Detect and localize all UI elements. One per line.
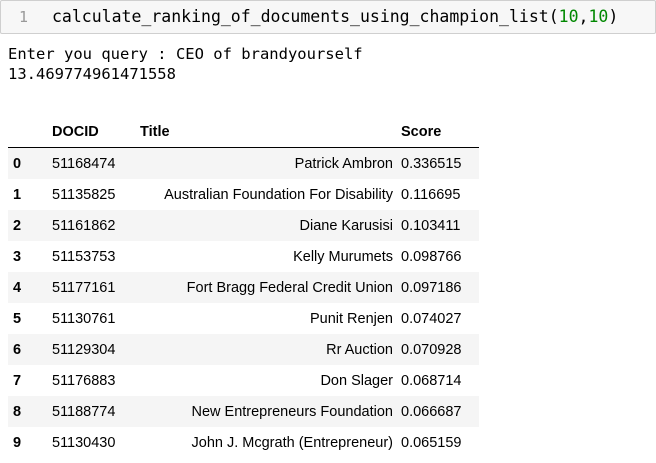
docid-header: DOCID xyxy=(52,117,140,148)
argument-1: 10 xyxy=(558,7,579,26)
table-row: 6 51129304 Rr Auction 0.070928 xyxy=(8,334,479,365)
row-docid: 51130430 xyxy=(52,434,116,451)
comma: , xyxy=(578,7,589,26)
row-docid: 51177161 xyxy=(52,279,116,296)
row-docid: 51135825 xyxy=(52,186,116,203)
table-row: 2 51161862 Diane Karusisi 0.103411 xyxy=(8,210,479,241)
row-title: Australian Foundation For Disability xyxy=(164,186,393,203)
row-score: 0.065159 xyxy=(401,434,462,451)
row-title: Diane Karusisi xyxy=(299,217,394,234)
row-docid: 51129304 xyxy=(52,341,116,358)
elapsed-value: 13.469774961471558 xyxy=(8,65,176,83)
table-row: 3 51153753 Kelly Murumets 0.098766 xyxy=(8,241,479,272)
line-number: 1 xyxy=(19,8,29,26)
row-index: 1 xyxy=(13,186,22,203)
query-prompt-line: Enter you query : CEO of brandyourself xyxy=(8,45,363,63)
table-row: 4 51177161 Fort Bragg Federal Credit Uni… xyxy=(8,272,479,303)
row-index: 6 xyxy=(13,341,22,358)
row-score: 0.103411 xyxy=(401,217,461,234)
row-title: Punit Renjen xyxy=(309,310,393,327)
close-paren: ) xyxy=(608,7,619,26)
row-title: New Entrepreneurs Foundation xyxy=(191,403,393,420)
row-docid: 51188774 xyxy=(52,403,116,420)
function-name: calculate_ranking_of_documents_using_cha… xyxy=(52,7,549,26)
table-row: 0 51168474 Patrick Ambron 0.336515 xyxy=(8,147,479,179)
table-row: 5 51130761 Punit Renjen 0.074027 xyxy=(8,303,479,334)
row-index: 7 xyxy=(13,372,22,389)
row-index: 4 xyxy=(13,279,22,296)
table-row: 1 51135825 Australian Foundation For Dis… xyxy=(8,179,479,210)
row-docid: 51168474 xyxy=(52,155,116,172)
row-index: 8 xyxy=(13,403,22,420)
row-title: Rr Auction xyxy=(326,341,393,358)
table-row: 8 51188774 New Entrepreneurs Foundation … xyxy=(8,396,479,427)
row-score: 0.116695 xyxy=(401,186,461,203)
argument-2: 10 xyxy=(588,7,609,26)
row-docid: 51161862 xyxy=(52,217,116,234)
row-title: Patrick Ambron xyxy=(294,155,393,172)
row-score: 0.070928 xyxy=(401,341,462,358)
title-header: Title xyxy=(140,117,393,148)
row-index: 5 xyxy=(13,310,22,327)
row-title: Don Slager xyxy=(320,372,393,389)
row-index: 9 xyxy=(13,434,22,451)
code-cell[interactable]: 1 calculate_ranking_of_documents_using_c… xyxy=(0,0,656,34)
row-score: 0.066687 xyxy=(401,403,462,420)
row-index: 0 xyxy=(13,155,22,172)
row-score: 0.336515 xyxy=(401,155,462,172)
cell-output-text: Enter you query : CEO of brandyourself 13… xyxy=(8,44,363,84)
row-score: 0.068714 xyxy=(401,372,462,389)
row-title: John J. Mcgrath (Entrepreneur) xyxy=(191,434,393,451)
row-score: 0.098766 xyxy=(401,248,462,265)
row-index: 3 xyxy=(13,248,22,265)
table-row: 9 51130430 John J. Mcgrath (Entrepreneur… xyxy=(8,427,479,458)
open-paren: ( xyxy=(548,7,559,26)
score-header: Score xyxy=(393,117,479,148)
row-docid: 51176883 xyxy=(52,372,116,389)
table-row: 7 51176883 Don Slager 0.068714 xyxy=(8,365,479,396)
row-index: 2 xyxy=(13,217,22,234)
code-input-line[interactable]: calculate_ranking_of_documents_using_cha… xyxy=(52,7,618,26)
index-header xyxy=(8,117,52,148)
row-title: Kelly Murumets xyxy=(293,248,393,265)
row-docid: 51153753 xyxy=(52,248,116,265)
row-docid: 51130761 xyxy=(52,310,116,327)
table-header-row: DOCID Title Score xyxy=(8,117,479,148)
results-dataframe: DOCID Title Score 0 51168474 Patrick Amb… xyxy=(8,117,479,458)
row-score: 0.074027 xyxy=(401,310,462,327)
row-title: Fort Bragg Federal Credit Union xyxy=(186,279,393,296)
row-score: 0.097186 xyxy=(401,279,462,296)
